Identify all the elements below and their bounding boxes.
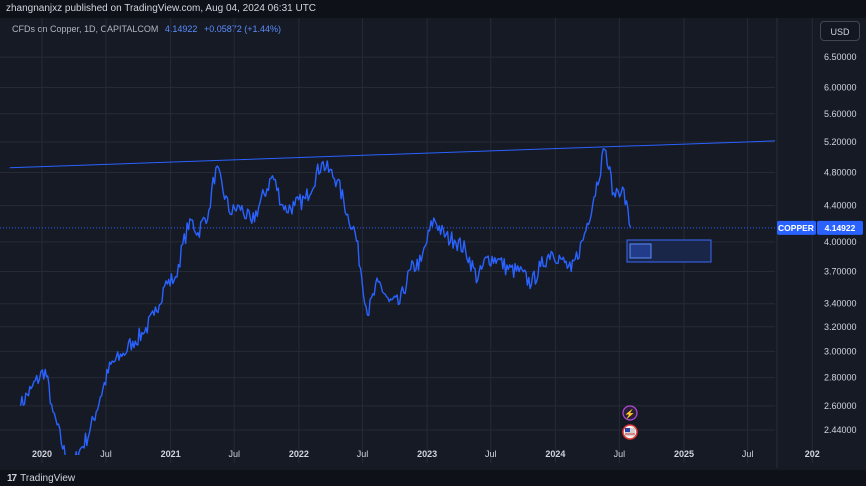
price-tag-value: 4.14922 bbox=[825, 223, 856, 233]
x-tick-label: Jul bbox=[614, 449, 626, 459]
trend-line bbox=[9, 140, 775, 169]
y-tick-label: 3.20000 bbox=[824, 322, 857, 332]
y-tick-label: 4.00000 bbox=[824, 237, 857, 247]
svg-text:⚡: ⚡ bbox=[624, 408, 635, 420]
price-tag-value-box bbox=[817, 220, 863, 235]
price-change: +0.05872 (+1.44%) bbox=[203, 24, 282, 34]
last-price: 4.14922 bbox=[164, 24, 198, 34]
y-tick-label: 2.60000 bbox=[824, 401, 857, 411]
logo-text: TradingView bbox=[20, 473, 76, 484]
symbol-label[interactable]: CFDs on Copper, 1D, CAPITALCOM bbox=[12, 24, 159, 34]
x-tick-label: 2023 bbox=[417, 449, 437, 459]
x-tick-label: 2020 bbox=[32, 449, 52, 459]
x-tick-label: 202 bbox=[805, 449, 820, 459]
y-tick-label: 3.40000 bbox=[824, 299, 857, 309]
bottom-bar bbox=[0, 470, 866, 486]
series-group bbox=[0, 140, 775, 455]
y-tick-label: 5.20000 bbox=[824, 137, 857, 147]
y-tick-label: 4.40000 bbox=[824, 201, 857, 211]
price-tag-name-box bbox=[777, 220, 816, 235]
y-tick-label: 6.00000 bbox=[824, 83, 857, 93]
x-tick-label: 2022 bbox=[289, 449, 309, 459]
event-markers: ⚡ bbox=[622, 405, 638, 440]
overlay-group bbox=[626, 239, 712, 263]
x-tick-label: 2024 bbox=[545, 449, 565, 459]
currency-button[interactable]: USD bbox=[820, 21, 860, 41]
y-tick-label: 3.70000 bbox=[824, 267, 857, 277]
tv-mark-icon: 17 bbox=[7, 473, 17, 484]
y-tick-label: 6.50000 bbox=[824, 52, 857, 62]
y-tick-label: 3.00000 bbox=[824, 346, 857, 356]
x-axis: 2020 Jul 2021 Jul 2022 Jul 2023 Jul 2024 Jul 2025 J… bbox=[32, 449, 820, 459]
publisher-bar: zhangnanjxz published on TradingView.com… bbox=[0, 0, 866, 18]
dividend-event-icon[interactable]: ⚡ bbox=[622, 405, 638, 421]
selection-box[interactable] bbox=[626, 239, 712, 263]
x-tick-label: Jul bbox=[357, 449, 369, 459]
x-tick-label: Jul bbox=[228, 449, 240, 459]
chart-grid bbox=[0, 18, 813, 463]
x-tick-label: Jul bbox=[485, 449, 497, 459]
price-tag: COPPER 4.14922 bbox=[777, 220, 863, 235]
y-tick-label: 2.44000 bbox=[824, 425, 857, 435]
economic-event-flag-icon[interactable] bbox=[622, 424, 638, 440]
chart-legend: CFDs on Copper, 1D, CAPITALCOM 4.14922 +… bbox=[12, 24, 281, 34]
x-tick-label: 2021 bbox=[161, 449, 181, 459]
x-tick-label: 2025 bbox=[674, 449, 694, 459]
x-tick-label: Jul bbox=[742, 449, 754, 459]
y-tick-label: 2.80000 bbox=[824, 373, 857, 383]
tradingview-logo[interactable]: 17 TradingView bbox=[7, 473, 75, 484]
x-tick-label: Jul bbox=[100, 449, 112, 459]
copper-price-line bbox=[19, 148, 632, 455]
y-axis: 6.50000 6.00000 5.60000 5.20000 4.80000 4.400… bbox=[776, 18, 857, 468]
publisher-text: zhangnanjxz published on TradingView.com… bbox=[6, 3, 317, 14]
y-tick-label: 4.80000 bbox=[824, 167, 857, 177]
price-tag-name: COPPER bbox=[778, 223, 814, 233]
y-tick-label: 5.60000 bbox=[824, 109, 857, 119]
selection-box-inner bbox=[629, 243, 652, 259]
